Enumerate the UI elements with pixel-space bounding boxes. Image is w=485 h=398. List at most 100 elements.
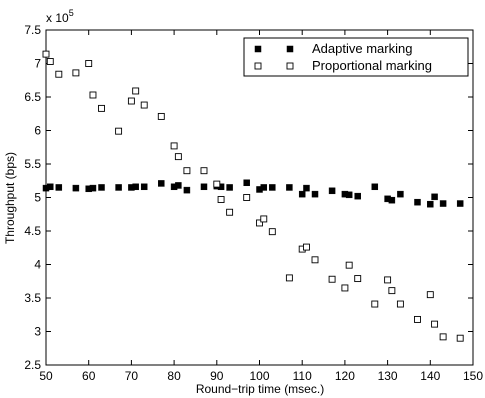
adaptive-marking-point [98,184,105,191]
y-tick-label: 3 [34,325,41,339]
y-tick-label: 7 [34,57,41,71]
y-multiplier-base: x 10 [46,11,69,25]
adaptive-marking-point [439,200,447,207]
adaptive-marking-point [55,184,63,191]
y-axis-label: Throughput (bps) [3,152,17,244]
proportional-marking-point [140,101,148,109]
proportional-marking-point [285,274,293,282]
y-multiplier-exponent: 5 [69,8,74,18]
adaptive-marking-point [269,184,276,191]
adaptive-marking-point [345,191,353,199]
y-tick-label: 2.5 [24,358,41,372]
plot-area [45,29,474,366]
legend-markers [254,45,294,70]
legend-label-proportional: Proportional marking [312,58,432,73]
proportional-marking-point [55,70,63,78]
proportional-marking-point [256,219,263,227]
y-axis-ticks: 2.5 3 3.5 4 4.5 5 5.5 6 6.5 7 7.5 [24,23,473,372]
proportional-marking-point [456,334,464,342]
proportional-marking-point [426,291,434,299]
proportional-marking-point [157,112,165,120]
proportional-marking-point [243,194,251,201]
y-tick-label: 4.5 [24,224,41,238]
proportional-marking-point [46,58,54,65]
x-tick-label: 50 [39,369,53,383]
y-tick-label: 3.5 [24,291,41,305]
legend: Adaptive marking Proportional marking [243,37,469,77]
adaptive-marking-point [431,193,438,201]
x-tick-label: 100 [249,369,269,383]
adaptive-marking-point [286,184,293,191]
legend-box [243,37,469,77]
adaptive-marking-point [158,180,165,187]
adaptive-marking-point [298,190,306,198]
proportional-marking-point [414,315,421,323]
adaptive-marking-point [371,183,379,191]
y-tick-label: 6.5 [24,90,41,104]
adaptive-marking-point [414,198,421,206]
adaptive-marking-point [388,196,396,204]
x-tick-label: 120 [335,369,355,383]
adaptive-marking-point [260,184,268,191]
x-tick-label: 110 [293,369,312,383]
adaptive-marking-point [427,200,434,208]
legend-label-adaptive: Adaptive marking [312,41,412,56]
adaptive-marking-point [226,184,233,191]
adaptive-marking-point [89,184,97,192]
adaptive-marking-point [456,200,464,207]
proportional-marking-point [431,320,439,328]
adaptive-marking-point [132,183,139,191]
adaptive-marking-point [140,183,148,191]
adaptive-marking-point [200,183,208,191]
adaptive-marking-point [243,179,250,187]
proportional-marking-point [98,104,105,112]
adaptive-marking-point [115,184,122,191]
proportional-marking-point [439,333,447,341]
x-tick-label: 60 [82,369,96,383]
proportional-marking-point [174,153,182,161]
proportional-marking-point [268,228,276,236]
proportional-marking-point [354,275,362,283]
proportional-marking-point [72,69,80,77]
x-tick-label: 80 [167,369,181,383]
proportional-marking-point [345,261,353,269]
adaptive-marking-point [72,184,80,192]
proportional-marking-point [115,127,123,135]
proportional-marking-point [328,275,336,283]
proportional-marking-point [226,208,234,216]
data-markers [42,50,464,342]
proportional-marking-point [260,215,268,223]
proportional-marking-point [388,287,396,295]
proportional-marking-point [311,256,319,264]
legend-marker-proportional [254,62,262,70]
adaptive-marking-point [47,183,54,191]
proportional-marking-point [384,276,392,284]
x-tick-label: 90 [210,369,224,383]
legend-marker-adaptive [254,45,262,53]
proportional-marking-point [341,284,349,292]
adaptive-marking-point [311,190,319,198]
proportional-marking-point [396,300,404,308]
proportional-marking-point [213,180,221,188]
adaptive-marking-point [175,182,182,189]
y-tick-label: 5 [34,191,41,205]
y-tick-label: 5.5 [24,157,41,171]
y-multiplier-label: x 105 [46,8,74,25]
x-tick-label: 150 [463,369,483,383]
proportional-marking-point [132,87,140,95]
proportional-marking-point [42,50,50,58]
legend-marker-adaptive [286,45,294,53]
proportional-marking-point [183,167,191,175]
proportional-marking-point [85,60,93,67]
adaptive-marking-point [183,186,191,194]
proportional-marking-point [303,243,310,251]
proportional-marking-point [89,91,97,99]
y-tick-label: 6 [34,124,41,138]
x-tick-label: 140 [420,369,440,383]
proportional-marking-point [127,97,135,105]
x-tick-label: 130 [378,369,398,383]
proportional-marking-point [217,196,225,203]
proportional-marking-point [200,167,208,175]
adaptive-marking-point [328,187,336,195]
